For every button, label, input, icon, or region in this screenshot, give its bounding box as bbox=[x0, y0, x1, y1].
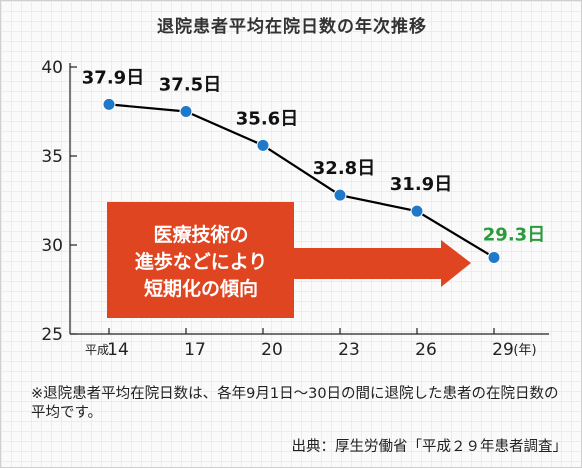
x-tick-label: 14 bbox=[107, 340, 129, 360]
x-tick-label: 17 bbox=[184, 340, 206, 360]
series-line bbox=[108, 103, 495, 259]
y-tick-label: 40 bbox=[41, 58, 63, 78]
data-point bbox=[487, 250, 501, 264]
chart-title: 退院患者平均在院日数の年次推移 bbox=[157, 17, 427, 37]
trend-arrow bbox=[107, 202, 471, 318]
x-tick-label: 23 bbox=[338, 340, 360, 360]
annotation-text: 進歩などにより bbox=[135, 250, 268, 273]
x-unit-label: (年) bbox=[513, 343, 536, 358]
y-tick-label: 35 bbox=[41, 147, 63, 167]
data-label: 32.8日 bbox=[313, 158, 375, 179]
footnote: ※退院患者平均在院日数は、各年9月1日～30日の間に退院した患者の在院日数の平均… bbox=[31, 386, 559, 421]
data-point bbox=[333, 188, 347, 202]
data-label: 31.9日 bbox=[390, 174, 452, 195]
data-point bbox=[410, 204, 424, 218]
annotation-text: 医療技術の bbox=[153, 223, 248, 246]
x-tick-label: 29 bbox=[492, 340, 514, 360]
data-label: 37.9日 bbox=[82, 67, 144, 88]
data-point bbox=[256, 138, 270, 152]
data-label: 29.3日 bbox=[483, 224, 545, 245]
data-point bbox=[179, 105, 193, 118]
source-credit: 出典：厚生労働省「平成２９年患者調査」 bbox=[291, 439, 568, 455]
data-label: 37.5日 bbox=[159, 75, 221, 96]
y-tick-label: 25 bbox=[41, 325, 63, 345]
data-label: 35.6日 bbox=[236, 108, 298, 129]
x-tick-label: 26 bbox=[415, 340, 437, 360]
annotation-text: 短期化の傾向 bbox=[144, 277, 258, 300]
x-tick-label: 20 bbox=[261, 340, 283, 360]
y-tick-label: 30 bbox=[41, 236, 63, 256]
x-era-label: 平成 bbox=[85, 343, 109, 357]
data-point bbox=[102, 97, 116, 111]
